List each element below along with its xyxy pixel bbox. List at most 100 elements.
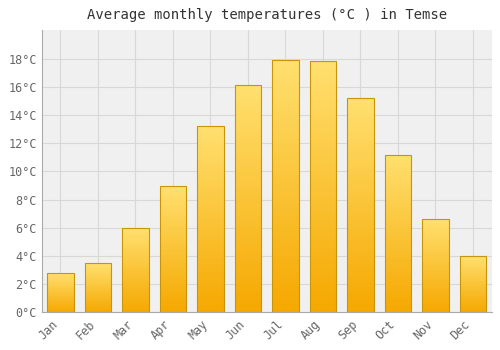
Bar — [198, 194, 224, 196]
Bar — [385, 174, 411, 176]
Bar — [348, 104, 374, 106]
Bar — [198, 136, 224, 138]
Bar — [385, 216, 411, 218]
Bar — [310, 96, 336, 99]
Bar — [385, 212, 411, 214]
Bar — [348, 203, 374, 205]
Bar — [460, 265, 486, 266]
Bar — [160, 251, 186, 252]
Bar — [235, 151, 261, 154]
Bar — [160, 270, 186, 271]
Bar — [48, 297, 74, 298]
Bar — [85, 310, 111, 311]
Bar — [385, 200, 411, 202]
Bar — [85, 274, 111, 275]
Bar — [122, 308, 148, 309]
Bar — [272, 107, 298, 111]
Bar — [48, 283, 74, 284]
Bar — [160, 304, 186, 306]
Bar — [85, 281, 111, 282]
Bar — [85, 294, 111, 295]
Bar — [310, 99, 336, 102]
Bar — [160, 195, 186, 197]
Bar — [385, 194, 411, 196]
Bar — [422, 300, 448, 301]
Bar — [198, 229, 224, 231]
Bar — [235, 230, 261, 233]
Bar — [310, 65, 336, 68]
Bar — [385, 310, 411, 313]
Bar — [272, 60, 298, 313]
Bar — [385, 289, 411, 291]
Bar — [310, 168, 336, 171]
Bar — [85, 279, 111, 280]
Bar — [310, 256, 336, 259]
Bar — [348, 222, 374, 224]
Bar — [422, 307, 448, 308]
Bar — [348, 197, 374, 200]
Bar — [272, 243, 298, 246]
Bar — [160, 232, 186, 233]
Bar — [272, 158, 298, 161]
Bar — [122, 267, 148, 268]
Bar — [348, 219, 374, 222]
Bar — [310, 181, 336, 184]
Bar — [310, 90, 336, 93]
Bar — [460, 283, 486, 284]
Bar — [160, 244, 186, 246]
Bar — [198, 257, 224, 259]
Bar — [385, 208, 411, 210]
Bar — [310, 134, 336, 137]
Bar — [385, 188, 411, 190]
Bar — [460, 299, 486, 300]
Bar — [385, 303, 411, 304]
Bar — [160, 227, 186, 229]
Bar — [160, 205, 186, 206]
Bar — [272, 66, 298, 70]
Bar — [310, 174, 336, 177]
Bar — [122, 270, 148, 271]
Bar — [198, 278, 224, 280]
Bar — [422, 238, 448, 239]
Bar — [385, 263, 411, 265]
Bar — [460, 279, 486, 280]
Bar — [385, 190, 411, 192]
Bar — [272, 294, 298, 297]
Bar — [385, 269, 411, 271]
Bar — [348, 162, 374, 165]
Bar — [348, 130, 374, 133]
Bar — [48, 280, 74, 281]
Bar — [385, 271, 411, 273]
Bar — [385, 241, 411, 243]
Bar — [160, 260, 186, 262]
Bar — [160, 225, 186, 227]
Bar — [272, 136, 298, 139]
Bar — [198, 236, 224, 238]
Bar — [85, 266, 111, 267]
Bar — [235, 202, 261, 205]
Bar — [235, 128, 261, 131]
Bar — [272, 79, 298, 82]
Bar — [160, 268, 186, 270]
Bar — [235, 131, 261, 134]
Bar — [235, 304, 261, 307]
Bar — [198, 126, 224, 129]
Bar — [422, 244, 448, 245]
Bar — [160, 257, 186, 259]
Bar — [385, 159, 411, 160]
Bar — [310, 250, 336, 253]
Bar — [122, 275, 148, 276]
Bar — [198, 126, 224, 313]
Bar — [198, 273, 224, 275]
Bar — [272, 70, 298, 73]
Bar — [235, 259, 261, 261]
Bar — [385, 277, 411, 279]
Bar — [460, 301, 486, 302]
Bar — [160, 284, 186, 286]
Bar — [122, 278, 148, 279]
Bar — [122, 245, 148, 246]
Bar — [422, 292, 448, 293]
Bar — [122, 271, 148, 272]
Bar — [422, 222, 448, 223]
Bar — [198, 147, 224, 149]
